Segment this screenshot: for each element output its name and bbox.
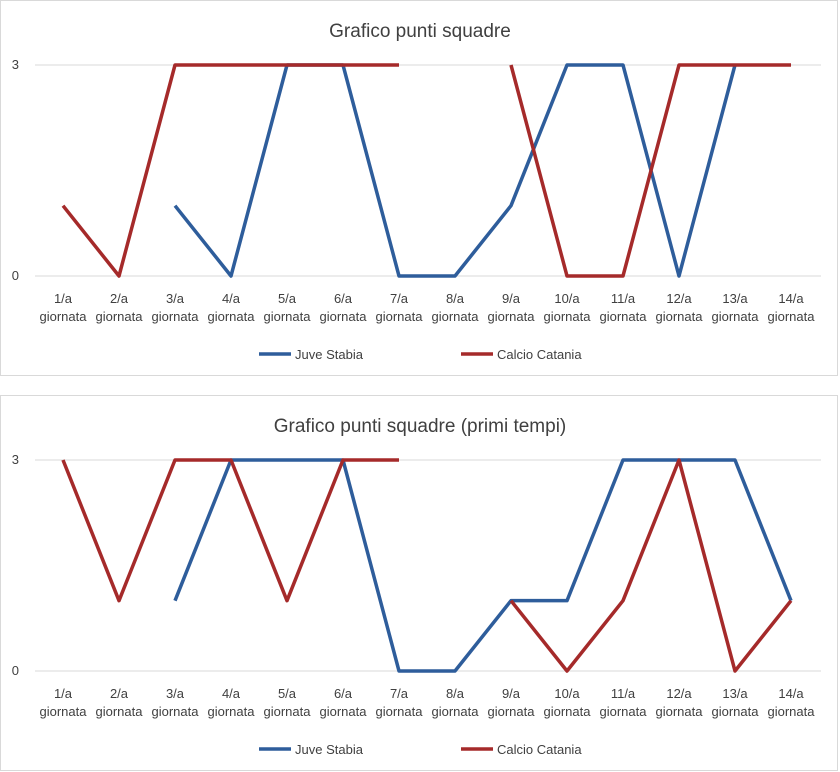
chart-panel-punti: Grafico punti squadre 0 3 1/a giornata 2/a gi… [0,0,838,376]
x-tick-label: 7/a giornata [376,291,424,324]
series-line-juve-stabia [173,458,793,673]
x-tick-label: 11/a giornata [600,291,648,324]
x-tick-label: 12/a giornata [656,686,704,719]
legend-label: Juve Stabia [295,742,364,757]
x-tick-label: 8/a giornata [432,291,480,324]
y-tick-label: 0 [12,663,19,678]
series-line-calcio-catania [509,458,793,673]
x-tick-label: 5/a giornata [264,291,312,324]
x-tick-label: 1/a giornata [40,686,88,719]
series-line-calcio-catania [509,63,791,278]
legend-label: Juve Stabia [295,347,364,362]
x-tick-label: 8/a giornata [432,686,480,719]
series-line-calcio-catania [61,63,399,278]
x-tick-label: 11/a giornata [600,686,648,719]
y-tick-label: 0 [12,268,19,283]
x-tick-label: 2/a giornata [96,291,144,324]
x-tick-label: 6/a giornata [320,291,368,324]
legend-label: Calcio Catania [497,742,582,757]
chart-svg-primi-tempi: Grafico punti squadre (primi tempi) 0 3 1/… [12,416,821,757]
chart-panel-primi-tempi: Grafico punti squadre (primi tempi) 0 3 1/… [0,395,838,771]
x-tick-label: 3/a giornata [152,686,200,719]
x-tick-label: 5/a giornata [264,686,312,719]
x-tick-label: 13/a giornata [712,291,760,324]
legend-label: Calcio Catania [497,347,582,362]
x-tick-label: 4/a giornata [208,686,256,719]
chart-title: Grafico punti squadre (primi tempi) [274,416,567,437]
chart-title: Grafico punti squadre [329,21,511,42]
x-tick-label: 3/a giornata [152,291,200,324]
x-tick-label: 7/a giornata [376,686,424,719]
x-tick-label: 13/a giornata [712,686,760,719]
x-tick-label: 10/a giornata [544,686,592,719]
x-tick-label: 2/a giornata [96,686,144,719]
series-line-juve-stabia [173,63,737,278]
x-tick-label: 10/a giornata [544,291,592,324]
x-tick-label: 14/a giornata [768,291,816,324]
x-tick-label: 4/a giornata [208,291,256,324]
x-tick-label: 9/a giornata [488,686,536,719]
series-line-calcio-catania [61,458,399,603]
x-tick-label: 12/a giornata [656,291,704,324]
x-tick-label: 1/a giornata [40,291,88,324]
x-tick-label: 9/a giornata [488,291,536,324]
x-tick-label: 6/a giornata [320,686,368,719]
y-tick-label: 3 [12,57,19,72]
x-tick-label: 14/a giornata [768,686,816,719]
y-tick-label: 3 [12,452,19,467]
